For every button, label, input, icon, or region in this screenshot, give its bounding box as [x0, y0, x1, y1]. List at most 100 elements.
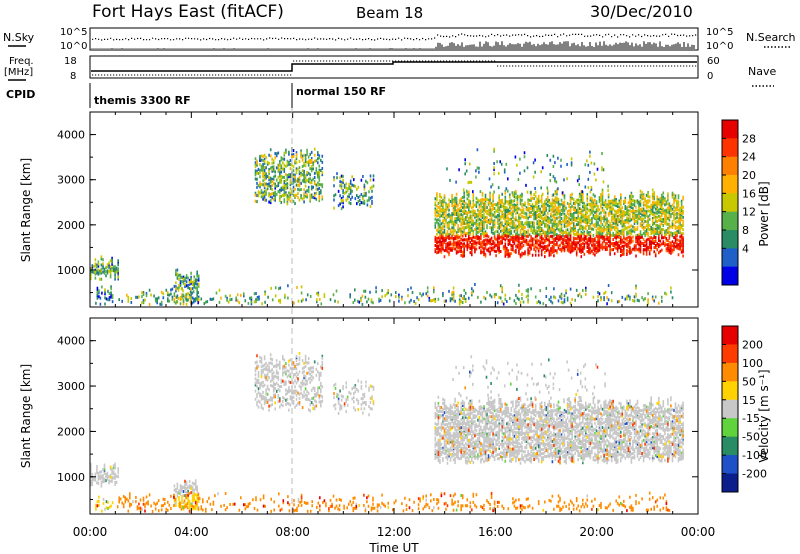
power-echo-cells: [465, 149, 609, 195]
velocity-echo-cells: [333, 392, 335, 396]
ytick-label: 1000: [57, 264, 85, 277]
freq-panel: [89, 55, 699, 79]
cpid-label: CPID: [6, 88, 35, 101]
power-echo-cells: [96, 286, 112, 301]
colorbar-swatch: [722, 436, 738, 456]
power-echo-cells: [339, 174, 375, 211]
velocity-echo-cells: [343, 402, 346, 406]
colorbar-tick-label: 24: [742, 151, 756, 164]
time-tick-label: 04:00: [174, 525, 209, 539]
velocity-echo-cells: [105, 479, 107, 483]
velocity-echo-cells: [575, 392, 577, 396]
nsky-tick-bottom: 10^0: [60, 41, 87, 52]
colorbar-tick-label: -15: [742, 412, 760, 425]
power-echo-cells: [181, 286, 198, 304]
velocity-echo-cells: [452, 355, 606, 404]
velocity-ylabel: Slant Range [km]: [19, 364, 33, 468]
power-echo-cells: [175, 269, 200, 290]
colorbar-tick-label: 12: [742, 206, 756, 219]
colorbar-swatch: [722, 344, 738, 364]
velocity-axes: 1000 2000 3000 4000: [57, 318, 699, 514]
ytick-label: 3000: [57, 174, 85, 187]
freq-unit: [MHz]: [4, 67, 33, 78]
nave-label: Nave: [748, 65, 776, 78]
power-echo-cells: [434, 188, 683, 238]
time-tick-label: 08:00: [275, 525, 310, 539]
velocity-echo-cells: [95, 495, 114, 513]
date-label: 30/Dec/2010: [590, 2, 693, 21]
colorbar-swatch: [722, 266, 738, 286]
power-axes: 1000 2000 3000 4000: [57, 112, 699, 307]
freq-tick-top: 18: [64, 56, 77, 67]
freq-label: Freq.: [9, 56, 34, 67]
velocity-echo-cells: [107, 507, 109, 510]
nsky-search-traces: [91, 33, 697, 49]
colorbar-swatch: [722, 156, 738, 176]
time-tick-label: 16:00: [478, 525, 513, 539]
colorbar-swatch: [722, 248, 738, 268]
power-echo-cells: [141, 286, 666, 306]
velocity-echo-cells: [469, 370, 579, 376]
power-colorbar: 28 24 20 16 12 8 4: [721, 119, 756, 286]
power-echo-cells: [333, 174, 375, 206]
colorbar-swatch: [722, 399, 738, 419]
velocity-colorbar: 200 100 50 15 -15 -50 -100 -200: [721, 325, 767, 493]
colorbar-tick-label: -200: [742, 468, 767, 481]
velocity-echo-cells: [188, 509, 191, 513]
station-title: Fort Hays East (fitACF): [92, 2, 284, 22]
colorbar-swatch: [722, 193, 738, 213]
colorbar-tick-label: -100: [742, 449, 767, 462]
power-ylabel: Slant Range [km]: [19, 158, 33, 262]
power-colorbar-label: Power [dB]: [757, 181, 771, 246]
velocity-echo-cells: [510, 382, 512, 386]
colorbar-frame: [721, 325, 739, 493]
velocity-echo-cells: [434, 397, 683, 465]
cpid-mode-2: normal 150 RF: [296, 85, 386, 98]
velocity-echo-cells: [173, 479, 200, 498]
ytick-label: 4000: [57, 129, 85, 142]
power-echo-cells: [104, 288, 106, 292]
colorbar-swatch: [722, 455, 738, 475]
power-echo-cells: [118, 283, 674, 306]
velocity-echo-cells: [182, 490, 185, 493]
colorbar-swatch: [722, 211, 738, 231]
velocity-echo-cells: [357, 384, 375, 411]
colorbar-tick-label: 8: [742, 224, 749, 237]
velocity-echo-cells: [464, 386, 466, 390]
velocity-echo-cells: [596, 365, 599, 369]
velocity-echo-cells: [184, 479, 192, 495]
ytick-label: 2000: [57, 219, 85, 232]
power-echo-cells: [462, 147, 609, 196]
colorbar-swatch: [722, 418, 738, 438]
colorbar-tick-label: 15: [742, 394, 756, 407]
cpid-mode-1: themis 3300 RF: [94, 94, 191, 107]
time-axis: 00:00 04:00 08:00 12:00 16:00 20:00 00:00: [73, 525, 716, 539]
power-echo-cells: [434, 189, 684, 238]
power-echo-cells: [175, 270, 198, 290]
colorbar-swatch: [722, 326, 738, 345]
ytick-label: 4000: [57, 335, 85, 348]
colorbar-tick-label: 28: [742, 132, 756, 145]
freq-nave-traces: [91, 60, 697, 76]
power-echo-cells: [254, 147, 324, 204]
nsky-panel: [89, 27, 699, 51]
ytick-label: 1000: [57, 471, 85, 484]
power-echo-cells: [96, 285, 114, 299]
velocity-scatter: [90, 352, 684, 513]
ytick-label: 3000: [57, 380, 85, 393]
nave-tick-top: 60: [707, 56, 720, 67]
colorbar-tick-label: 4: [742, 242, 749, 255]
power-echo-cells: [90, 257, 119, 278]
power-echo-cells: [173, 286, 198, 306]
power-echo-cells: [175, 284, 200, 305]
freq-trace: [91, 61, 697, 72]
velocity-echo-cells: [90, 462, 119, 488]
colorbar-swatch: [722, 362, 738, 382]
freq-tick-bottom: 8: [70, 71, 76, 82]
time-tick-label: 00:00: [73, 525, 108, 539]
velocity-echo-cells: [485, 358, 550, 391]
nsky-trace: [91, 41, 695, 49]
nsky-tick-top: 10^5: [60, 27, 87, 38]
colorbar-tick-label: 20: [742, 169, 756, 182]
